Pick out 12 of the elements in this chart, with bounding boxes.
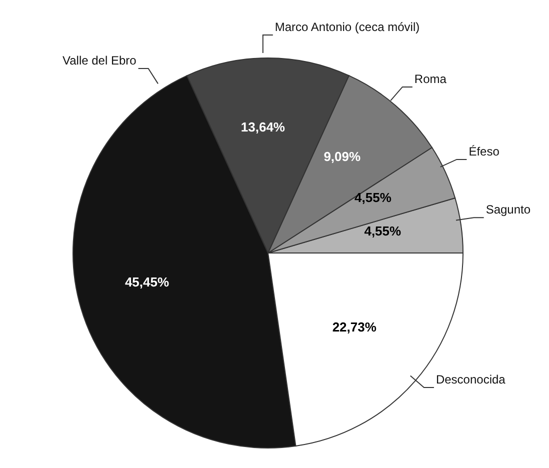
data-label: 45,45% [124,274,170,290]
slice-label: Sagunto [486,202,531,217]
slice-label: Marco Antonio (ceca móvil) [274,20,420,34]
data-label: 4,55% [354,190,392,206]
data-label: 9,09% [324,149,361,164]
slice-label: Valle del Ebro [62,54,137,68]
data-label: 4,55% [364,223,402,238]
slice-label: Desconocida [436,372,506,386]
slice-label: Éfeso [468,144,500,158]
data-label: 13,64% [240,120,286,135]
data-label: 22,73% [332,320,377,335]
slice-label: Roma [414,72,447,86]
